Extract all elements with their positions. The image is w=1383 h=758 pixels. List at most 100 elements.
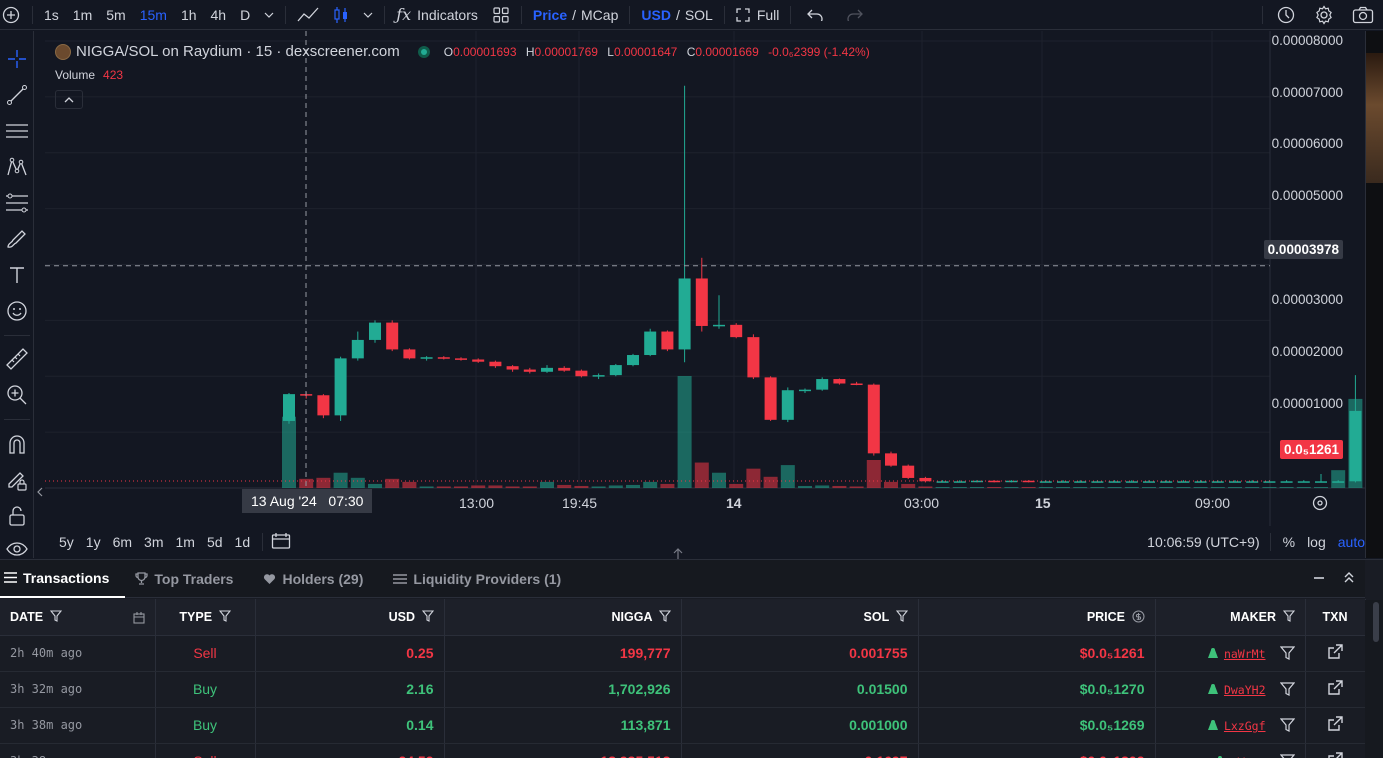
collapse-toolbar-chevron-icon[interactable] xyxy=(36,482,44,502)
external-link-icon[interactable] xyxy=(1327,644,1343,659)
filter-icon[interactable] xyxy=(421,610,434,622)
filter-icon[interactable] xyxy=(49,610,62,622)
expand-chevrons-icon[interactable] xyxy=(1343,570,1355,589)
header-type[interactable]: TYPE xyxy=(155,599,256,636)
header-usd[interactable]: USD xyxy=(255,599,445,636)
minimize-icon[interactable] xyxy=(1313,570,1325,589)
filter-icon[interactable] xyxy=(658,610,671,622)
eye-icon[interactable] xyxy=(4,536,30,562)
chart-type-chevron-icon[interactable] xyxy=(356,0,380,30)
horizontal-lines-icon[interactable] xyxy=(4,118,30,144)
ruler-icon[interactable] xyxy=(4,346,30,372)
usd-option[interactable]: USD xyxy=(641,6,671,23)
crosshair-icon[interactable] xyxy=(4,46,30,72)
range-1d[interactable]: 1d xyxy=(234,534,251,550)
range-6m[interactable]: 6m xyxy=(112,534,133,550)
dollar-circle-icon[interactable] xyxy=(1131,610,1145,623)
redo-icon[interactable] xyxy=(835,0,875,30)
tx-price: $0.0₅1302 xyxy=(918,743,1156,758)
tab-transactions[interactable]: Transactions xyxy=(0,560,126,598)
percent-toggle[interactable]: % xyxy=(1282,534,1296,550)
maker-link[interactable]: naWrMt xyxy=(1223,647,1266,661)
sol-option[interactable]: SOL xyxy=(684,6,713,23)
settings-gear-icon[interactable] xyxy=(1305,0,1343,30)
candle-body xyxy=(919,477,932,482)
mcap-option[interactable]: MCap xyxy=(581,6,619,23)
price-chart[interactable]: NIGGA/SOL on Raydium · 15 · dexscreener.… xyxy=(45,31,1365,558)
tab-liquidity-providers[interactable]: Liquidity Providers (1) xyxy=(389,560,575,598)
header-token[interactable]: NIGGA xyxy=(444,599,682,636)
range-5y[interactable]: 5y xyxy=(59,534,74,550)
emoji-icon[interactable] xyxy=(4,298,30,324)
pattern-icon[interactable] xyxy=(4,154,30,180)
indicators-button[interactable]: ƒx Indicators xyxy=(389,0,485,30)
magnet-icon[interactable] xyxy=(4,431,30,457)
timeframe-15m[interactable]: 15m xyxy=(139,6,167,23)
tab-top-traders[interactable]: Top Traders xyxy=(131,560,247,598)
timezone-settings-icon[interactable] xyxy=(1312,495,1328,514)
table-row[interactable]: 3h 32m ago Buy 2.16 1,702,926 0.01500 $0.0₅12… xyxy=(0,671,1366,708)
maker-link[interactable]: sWyvo xyxy=(1231,755,1266,758)
wallet-icon xyxy=(1207,684,1218,694)
table-row[interactable]: 3h 38m agoSell24.5218,935,5130.1697$0.0₅… xyxy=(0,743,1366,758)
filter-icon[interactable] xyxy=(1279,682,1295,697)
filter-icon[interactable] xyxy=(1279,718,1295,733)
chart-canvas[interactable] xyxy=(45,31,1365,526)
header-maker[interactable]: MAKER xyxy=(1155,599,1306,636)
scroll-thumb[interactable] xyxy=(1373,602,1379,642)
tab-holders[interactable]: Holders (29) xyxy=(259,560,377,598)
table-row[interactable]: 3h 38m ago Buy 0.14 113,871 0.001000 $0.0₅126… xyxy=(0,707,1366,744)
external-link-icon[interactable] xyxy=(1327,716,1343,731)
volume-bar xyxy=(798,485,812,488)
alert-clock-icon[interactable] xyxy=(1267,0,1305,30)
collapse-legend-button[interactable] xyxy=(55,90,83,109)
auto-toggle[interactable]: auto xyxy=(1337,534,1365,550)
timeframe-1s[interactable]: 1s xyxy=(44,6,59,23)
range-5d[interactable]: 5d xyxy=(206,534,223,550)
price-mcap-toggle[interactable]: Price / MCap xyxy=(526,0,626,30)
header-date[interactable]: DATE xyxy=(0,599,156,636)
lock-icon[interactable] xyxy=(4,503,30,529)
filter-icon[interactable] xyxy=(895,610,908,622)
timeframe-d[interactable]: D xyxy=(240,6,251,23)
timeframe-1h[interactable]: 1h xyxy=(180,6,197,23)
layouts-grid-icon[interactable] xyxy=(485,0,517,30)
header-sol[interactable]: SOL xyxy=(681,599,919,636)
zoom-in-icon[interactable] xyxy=(4,382,30,408)
line-chart-icon[interactable] xyxy=(290,0,326,30)
range-3m[interactable]: 3m xyxy=(144,534,164,550)
undo-icon[interactable] xyxy=(795,0,835,30)
timeframe-dropdown-chevron-icon[interactable] xyxy=(257,0,281,30)
external-link-icon[interactable] xyxy=(1327,680,1343,695)
trend-line-icon[interactable] xyxy=(4,82,30,108)
brush-icon[interactable] xyxy=(4,226,30,252)
header-price[interactable]: PRICE xyxy=(918,599,1156,636)
calendar-icon[interactable] xyxy=(132,611,145,624)
timeframe-1m[interactable]: 1m xyxy=(72,6,93,23)
log-toggle[interactable]: log xyxy=(1307,534,1326,550)
filter-icon[interactable] xyxy=(1279,646,1295,661)
maker-link[interactable]: DwaYH2 xyxy=(1223,683,1266,697)
fullscreen-icon xyxy=(736,7,750,22)
fullscreen-button[interactable]: Full xyxy=(729,0,787,30)
maker-link[interactable]: LxzGgf xyxy=(1223,719,1266,733)
table-row[interactable]: 2h 40m ago Sell 0.25 199,777 0.001755 $0.0₅12… xyxy=(0,635,1366,672)
timeframe-5m[interactable]: 5m xyxy=(106,6,126,23)
candles-icon[interactable] xyxy=(326,0,356,30)
fib-retracement-icon[interactable] xyxy=(4,190,30,216)
text-icon[interactable] xyxy=(4,262,30,288)
add-symbol-icon[interactable] xyxy=(0,0,28,30)
timeframe-4h[interactable]: 4h xyxy=(210,6,227,23)
lock-pencil-icon[interactable] xyxy=(4,467,30,493)
external-link-icon[interactable] xyxy=(1327,752,1343,758)
filter-icon[interactable] xyxy=(1279,754,1295,758)
range-1y[interactable]: 1y xyxy=(85,534,101,550)
range-1m[interactable]: 1m xyxy=(175,534,195,550)
usd-sol-toggle[interactable]: USD / SOL xyxy=(634,0,719,30)
filter-icon[interactable] xyxy=(1282,610,1295,622)
camera-icon[interactable] xyxy=(1343,0,1383,30)
table-scrollbar[interactable] xyxy=(1365,600,1383,758)
price-option[interactable]: Price xyxy=(532,6,568,23)
filter-icon[interactable] xyxy=(218,610,231,622)
goto-date-icon[interactable] xyxy=(271,532,291,553)
